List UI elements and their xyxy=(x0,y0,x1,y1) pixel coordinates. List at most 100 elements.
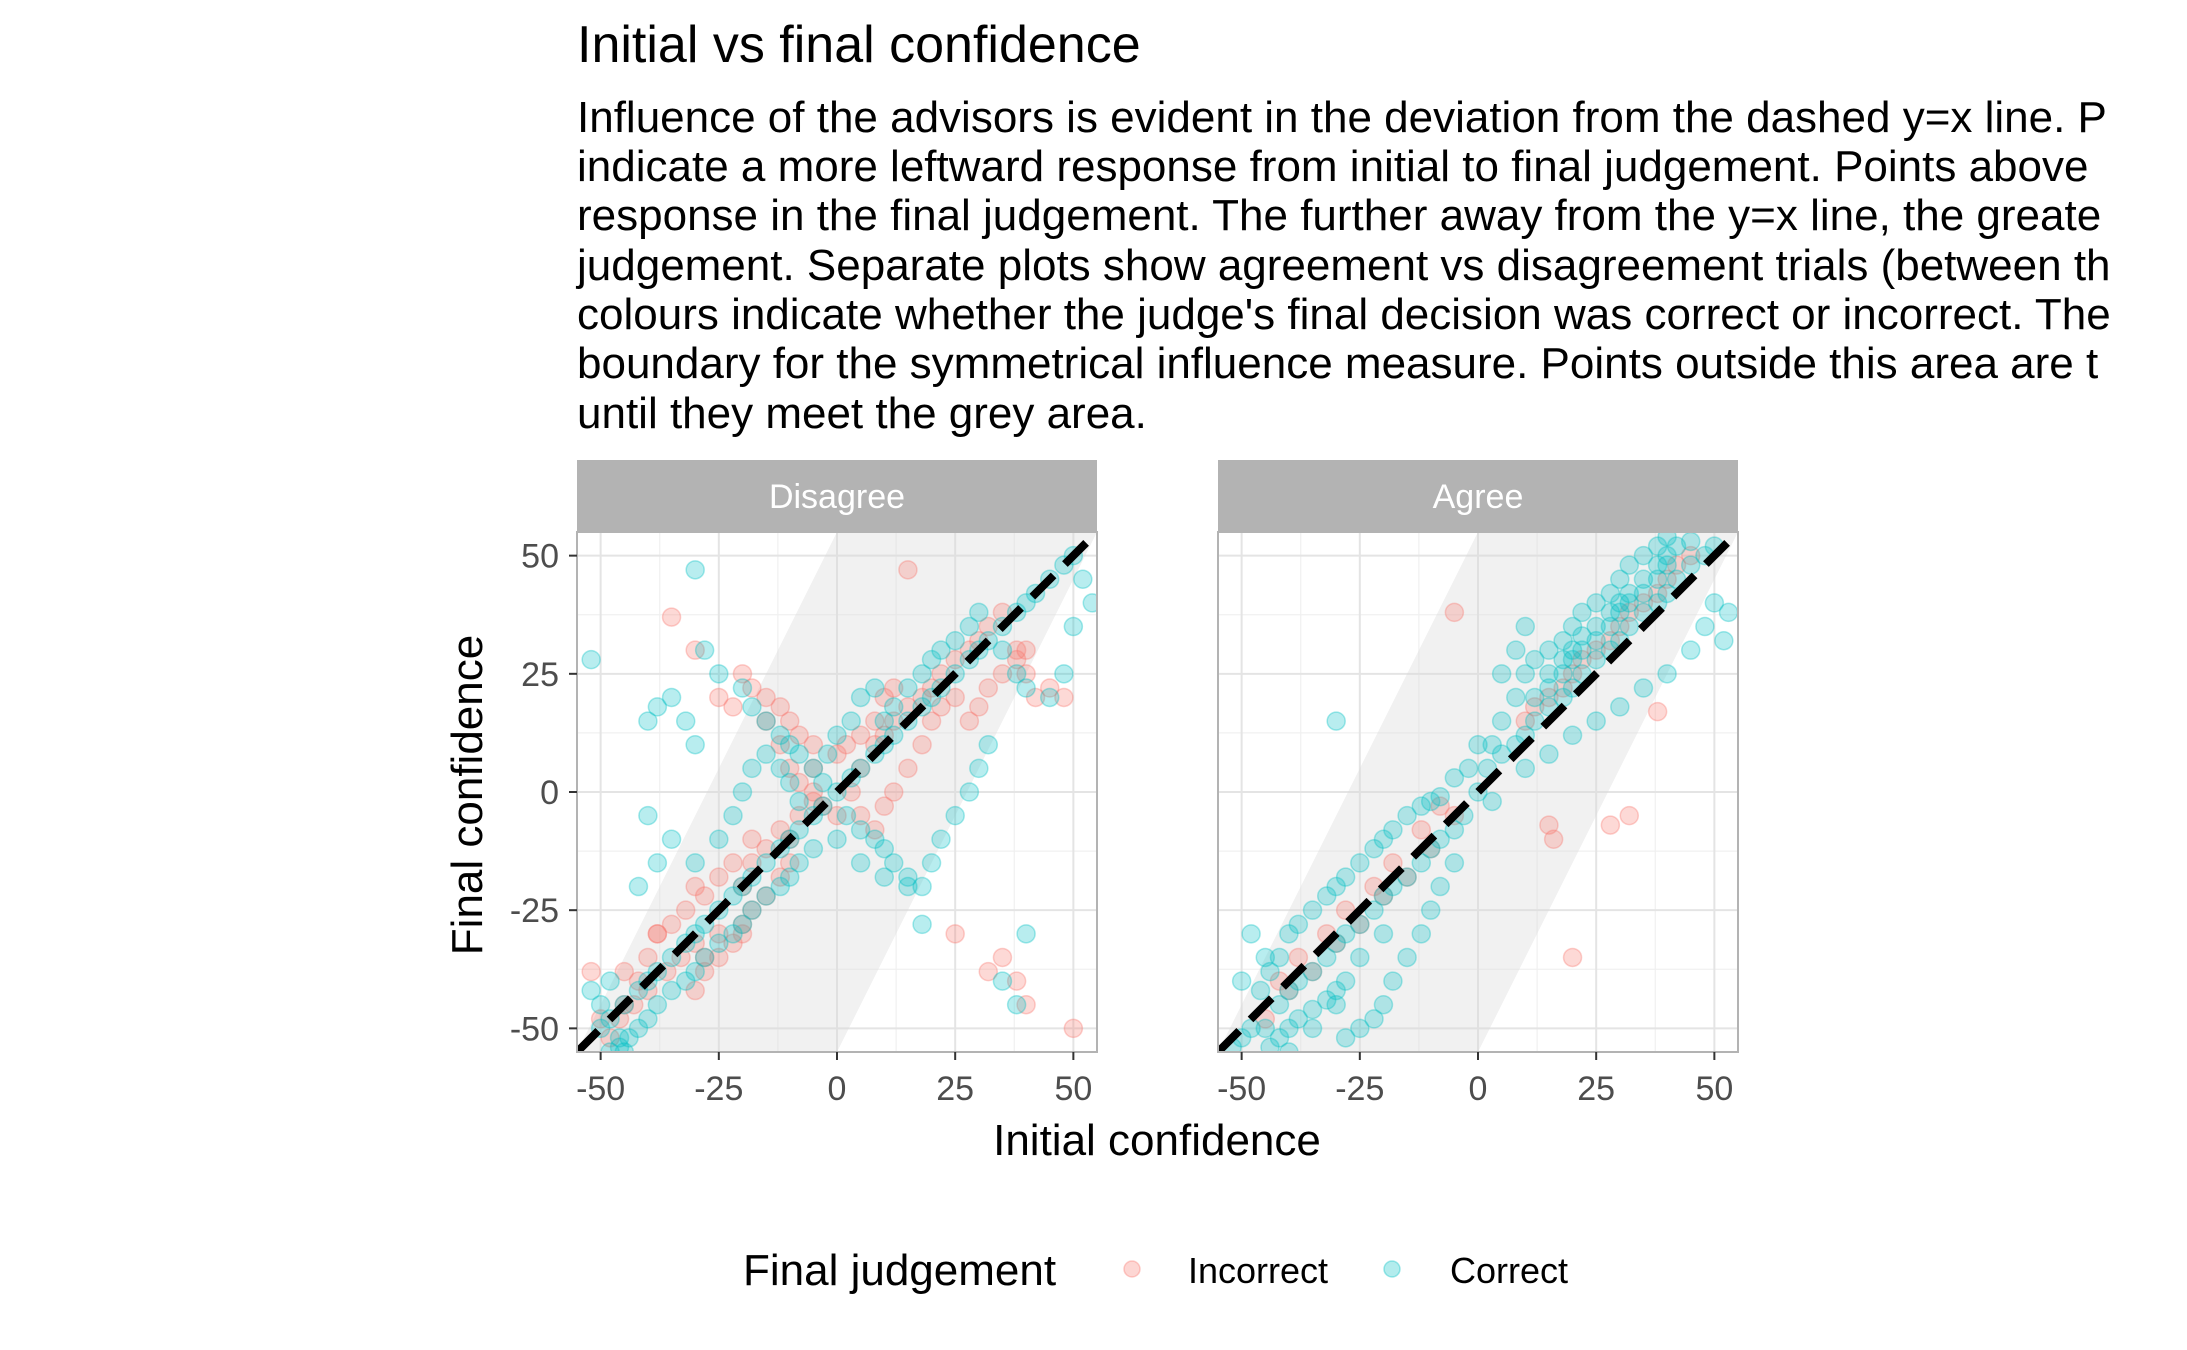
data-point xyxy=(770,734,791,755)
data-point xyxy=(1458,758,1479,779)
data-point xyxy=(1335,971,1356,991)
data-point xyxy=(723,805,743,826)
data-point xyxy=(1016,924,1036,944)
data-point xyxy=(874,867,895,887)
data-point xyxy=(959,616,980,637)
data-point xyxy=(850,725,871,746)
data-point xyxy=(638,1009,658,1029)
data-point xyxy=(685,560,705,580)
data-point xyxy=(945,687,965,708)
data-point xyxy=(779,734,800,755)
data-point xyxy=(1444,602,1465,623)
facet-panel-agree: Agree -50 -25 0 25 50 xyxy=(1217,460,1739,1108)
data-point xyxy=(1364,1009,1384,1029)
data-point xyxy=(931,829,951,850)
data-point xyxy=(1397,805,1417,826)
data-point xyxy=(1647,583,1668,604)
data-point xyxy=(1657,555,1677,575)
data-point xyxy=(789,853,809,873)
data-point xyxy=(969,697,989,717)
data-point xyxy=(945,805,965,826)
data-point xyxy=(600,1042,620,1052)
data-point xyxy=(874,711,895,731)
data-point xyxy=(1562,649,1583,670)
data-point xyxy=(836,734,857,755)
data-point xyxy=(931,640,951,660)
data-point xyxy=(1250,980,1271,1001)
data-point xyxy=(1255,1018,1276,1039)
data-point xyxy=(1016,593,1036,613)
data-point xyxy=(1562,947,1583,968)
data-point xyxy=(1600,602,1621,623)
data-point xyxy=(969,602,989,623)
data-point xyxy=(1397,947,1417,968)
data-point xyxy=(1006,971,1027,991)
data-point xyxy=(1016,678,1036,698)
data-point xyxy=(921,649,942,670)
data-point xyxy=(945,924,965,944)
data-point xyxy=(770,758,791,779)
data-point xyxy=(1288,914,1309,935)
data-point xyxy=(628,876,649,897)
data-point xyxy=(638,805,658,826)
data-point xyxy=(1491,711,1512,731)
data-point xyxy=(898,560,918,580)
data-point xyxy=(1326,994,1346,1015)
data-point xyxy=(661,980,682,1001)
data-point xyxy=(1016,994,1036,1015)
data-point xyxy=(803,782,824,802)
chart-subtitle: Influence of the advisors is evident in … xyxy=(575,93,2111,438)
data-point xyxy=(1539,815,1559,835)
subtitle-line: indicate a more leftward response from i… xyxy=(577,142,2088,191)
data-point xyxy=(1524,687,1545,708)
data-point xyxy=(1539,744,1559,764)
data-point xyxy=(647,924,668,944)
data-point xyxy=(992,664,1013,684)
data-point xyxy=(1524,649,1545,670)
data-point xyxy=(850,805,871,826)
data-point xyxy=(1657,664,1677,684)
data-point xyxy=(1302,900,1323,920)
data-point xyxy=(1539,678,1559,698)
data-point xyxy=(685,734,705,755)
data-point xyxy=(614,961,635,982)
data-point xyxy=(685,961,705,982)
data-point xyxy=(1610,616,1630,637)
data-point xyxy=(756,744,776,764)
data-point xyxy=(638,947,658,968)
subtitle-line: judgement. Separate plots show agreement… xyxy=(575,241,2111,290)
data-point xyxy=(723,933,743,954)
x-tick-label: -50 xyxy=(576,1070,625,1108)
data-point xyxy=(813,772,833,793)
data-point xyxy=(992,640,1013,660)
data-point xyxy=(1288,1009,1309,1029)
data-point xyxy=(742,697,762,717)
data-point xyxy=(1619,805,1640,826)
data-point xyxy=(675,900,696,920)
data-point xyxy=(685,876,705,897)
data-point xyxy=(1260,1037,1280,1052)
data-point xyxy=(789,820,809,840)
data-point xyxy=(1680,532,1701,552)
data-point xyxy=(1610,602,1630,623)
data-point xyxy=(1562,664,1583,684)
y-tick-label: -25 xyxy=(510,892,559,930)
data-point xyxy=(779,772,800,793)
data-point xyxy=(1279,1018,1299,1039)
data-point xyxy=(1600,815,1621,835)
data-point xyxy=(865,820,885,840)
data-point xyxy=(1704,593,1725,613)
data-point xyxy=(1316,990,1337,1010)
data-point xyxy=(1506,687,1526,708)
data-point xyxy=(1063,616,1084,637)
data-point xyxy=(1326,876,1346,897)
data-point xyxy=(912,876,932,897)
data-point xyxy=(1562,640,1583,660)
legend-label-correct: Correct xyxy=(1450,1250,1568,1291)
facet-label: Agree xyxy=(1433,478,1524,516)
data-point xyxy=(770,697,791,717)
data-point xyxy=(1054,664,1074,684)
data-point xyxy=(874,687,895,708)
data-point xyxy=(619,1028,639,1048)
data-point xyxy=(803,838,824,859)
